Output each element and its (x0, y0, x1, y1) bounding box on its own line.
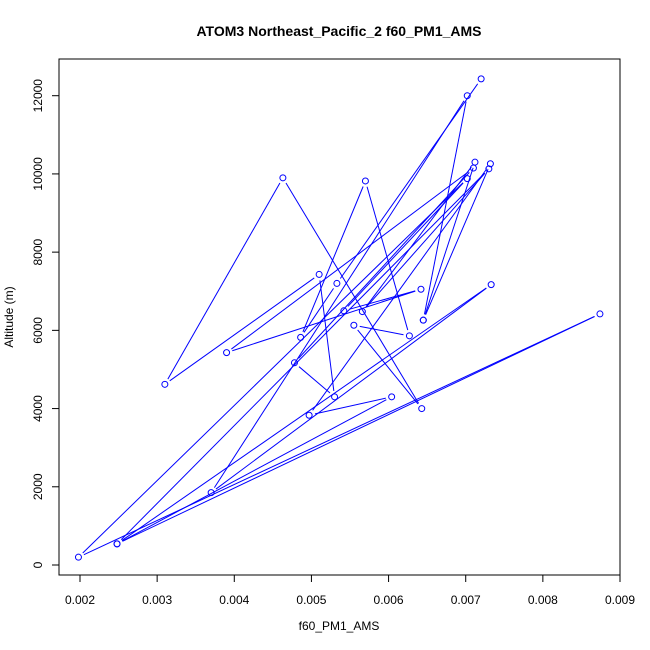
data-point (596, 310, 604, 318)
data-point (485, 165, 493, 173)
series-segment (285, 182, 420, 404)
series-layer (74, 75, 604, 561)
data-point (207, 489, 215, 497)
data-point (361, 177, 369, 185)
x-axis-label: f60_PM1_AMS (299, 619, 380, 633)
y-tick-label: 6000 (31, 317, 45, 344)
series-segment (169, 277, 315, 382)
data-point (405, 332, 413, 340)
x-tick-label: 0.003 (142, 593, 172, 607)
series-segment (298, 366, 331, 394)
data-point (297, 333, 305, 341)
series-segment (339, 83, 479, 279)
data-point (463, 92, 471, 100)
series-segment (366, 186, 409, 331)
series-segment (121, 287, 487, 541)
data-point (279, 174, 287, 182)
data-point (305, 411, 313, 419)
series-segment (232, 290, 416, 352)
series-segment (365, 172, 486, 308)
x-tick-label: 0.007 (451, 593, 481, 607)
y-axis: 0 2000 4000 6000 8000 10000 12000 (31, 79, 60, 568)
x-tick-label: 0.008 (528, 593, 558, 607)
y-tick-label: 2000 (31, 473, 45, 500)
data-point (388, 393, 396, 401)
y-tick-label: 12000 (31, 79, 45, 113)
data-point (315, 270, 323, 278)
y-tick-label: 10000 (31, 157, 45, 191)
series-segment (312, 168, 488, 411)
series-segment (314, 397, 386, 415)
x-tick-label: 0.004 (219, 593, 249, 607)
series-segment (298, 172, 470, 359)
series-segment (423, 101, 467, 315)
data-point (463, 175, 471, 183)
x-tick-label: 0.005 (296, 593, 326, 607)
series-segment (302, 186, 364, 333)
data-point (223, 349, 231, 357)
series-segment (83, 316, 595, 556)
y-tick-label: 8000 (31, 238, 45, 265)
data-point (350, 321, 358, 329)
x-tick-label: 0.002 (65, 593, 95, 607)
series-segment (167, 182, 281, 380)
plot-frame (58, 58, 621, 576)
data-point (487, 281, 495, 289)
data-point (358, 308, 366, 316)
series-segment (122, 316, 595, 542)
data-point (418, 405, 426, 413)
series-segment (120, 172, 485, 540)
data-point (477, 75, 485, 83)
series-segment (213, 100, 465, 488)
data-point (290, 359, 298, 367)
data-point (331, 393, 339, 401)
series-segment (122, 399, 387, 542)
series-segment (359, 325, 404, 336)
series-segment (365, 166, 472, 308)
data-point (161, 380, 169, 388)
x-tick-label: 0.009 (605, 593, 635, 607)
series-segment (319, 280, 335, 391)
data-point (486, 160, 494, 168)
data-point (340, 307, 348, 315)
data-point (74, 553, 82, 561)
series-segment (349, 290, 416, 310)
y-tick-label: 4000 (31, 395, 45, 422)
x-axis: 0.002 0.003 0.004 0.005 0.006 0.007 0.008 0.009 (65, 574, 635, 607)
data-point (333, 279, 341, 287)
series-segment (231, 171, 469, 350)
series-segment (303, 288, 334, 333)
x-tick-label: 0.006 (374, 593, 404, 607)
chart-title: ATOM3 Northeast_Pacific_2 f60_PM1_AMS (196, 23, 481, 39)
series-segment (357, 329, 419, 405)
data-point (113, 540, 121, 548)
data-point (419, 316, 427, 324)
series-segment (215, 287, 487, 490)
series-segment (425, 169, 489, 315)
data-point (417, 285, 425, 293)
y-axis-label: Altitude (m) (2, 286, 16, 347)
series-segment (82, 182, 464, 554)
y-tick-label: 0 (31, 561, 45, 568)
data-point (471, 158, 479, 166)
